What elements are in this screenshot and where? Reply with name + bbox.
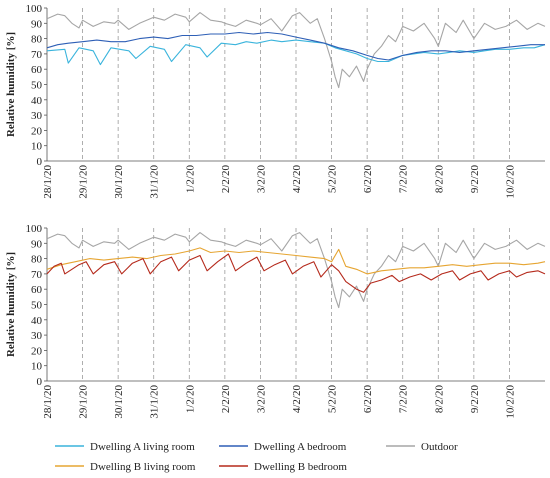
legend-item-dwelling-b-bedroom: Dwelling B bedroom [219,461,347,473]
x-tick-label: 3/2/20 [255,385,267,414]
x-tick-label: 29/1/20 [78,385,90,419]
series-outdoor-line [46,232,546,309]
legend-label: Dwelling A living room [90,441,195,453]
x-tick-label: 6/2/20 [362,385,374,414]
x-tick-label: 7/2/20 [398,385,410,414]
x-tick-label: 31/1/20 [149,385,161,419]
legend-item-outdoor: Outdoor [386,441,458,453]
y-tick-label: 30 [31,110,43,122]
y-axis-title: Relative humidity [%] [5,252,17,357]
x-tick-label: 4/2/20 [291,165,303,194]
x-tick-label: 30/1/20 [113,165,125,199]
x-tick-label: 7/2/20 [398,165,410,194]
y-tick-label: 50 [31,300,43,312]
x-tick-label: 8/2/20 [433,165,445,194]
series-dwelling-a-bedroom-line [46,31,545,61]
x-tick-label: 10/2/20 [504,385,516,419]
x-tick-label: 31/1/20 [149,165,161,199]
x-tick-label: 8/2/20 [433,385,445,414]
x-tick-label: 30/1/20 [113,385,125,419]
y-tick-label: 0 [37,376,43,388]
x-tick-label: 6/2/20 [362,165,374,194]
x-tick-label: 28/1/20 [42,165,54,199]
y-tick-label: 60 [31,284,43,296]
y-tick-label: 100 [26,223,43,235]
legend: Dwelling A living room Dwelling A bedroo… [55,441,458,473]
y-tick-label: 90 [31,18,43,30]
y-tick-label: 40 [31,315,43,327]
series-dwelling-b-living-room-line [46,247,546,275]
y-tick-label: 100 [26,3,43,15]
series-outdoor-line [46,12,546,89]
x-tick-label: 9/2/20 [469,385,481,414]
y-tick-label: 50 [31,80,43,92]
x-tick-label: 1/2/20 [184,385,196,414]
y-tick-label: 10 [31,141,43,153]
y-tick-label: 20 [31,125,43,137]
bottom-panel: 0 10 20 30 40 50 60 70 80 90 100 Relative humidity … [5,223,546,419]
series-dwelling-a-living-room-line [46,39,546,66]
legend-label: Outdoor [421,441,458,453]
y-tick-label: 10 [31,361,43,373]
x-tick-label: 4/2/20 [291,385,303,414]
legend-item-dwelling-a-bedroom: Dwelling A bedroom [219,441,347,453]
legend-label: Dwelling A bedroom [254,441,347,453]
y-tick-label: 30 [31,330,43,342]
y-tick-label: 20 [31,345,43,357]
y-tick-label: 80 [31,34,43,46]
x-tick-label: 29/1/20 [78,165,90,199]
y-tick-label: 70 [31,49,43,61]
x-tick-label: 1/2/20 [184,165,196,194]
x-tick-label: 3/2/20 [255,165,267,194]
x-tick-label: 9/2/20 [469,165,481,194]
x-tick-label: 2/2/20 [220,165,232,194]
x-tick-label: 10/2/20 [504,165,516,199]
legend-label: Dwelling B living room [90,461,196,473]
y-tick-label: 60 [31,64,43,76]
legend-item-dwelling-b-living-room: Dwelling B living room [55,461,196,473]
y-axis-title: Relative humidity [%] [5,32,17,137]
x-tick-label: 28/1/20 [42,385,54,419]
legend-item-dwelling-a-living-room: Dwelling A living room [55,441,195,453]
x-tick-label: 2/2/20 [220,385,232,414]
y-tick-label: 40 [31,95,43,107]
y-tick-label: 80 [31,254,43,266]
y-tick-label: 70 [31,269,43,281]
x-tick-label: 5/2/20 [327,385,339,414]
legend-label: Dwelling B bedroom [254,461,347,473]
x-tick-label: 5/2/20 [327,165,339,194]
top-panel: 0 10 20 30 40 50 60 70 80 90 100 Relative humidity … [5,3,546,199]
y-tick-label: 0 [37,156,43,168]
y-tick-label: 90 [31,238,43,250]
series-dwelling-b-bedroom-line [46,253,546,293]
